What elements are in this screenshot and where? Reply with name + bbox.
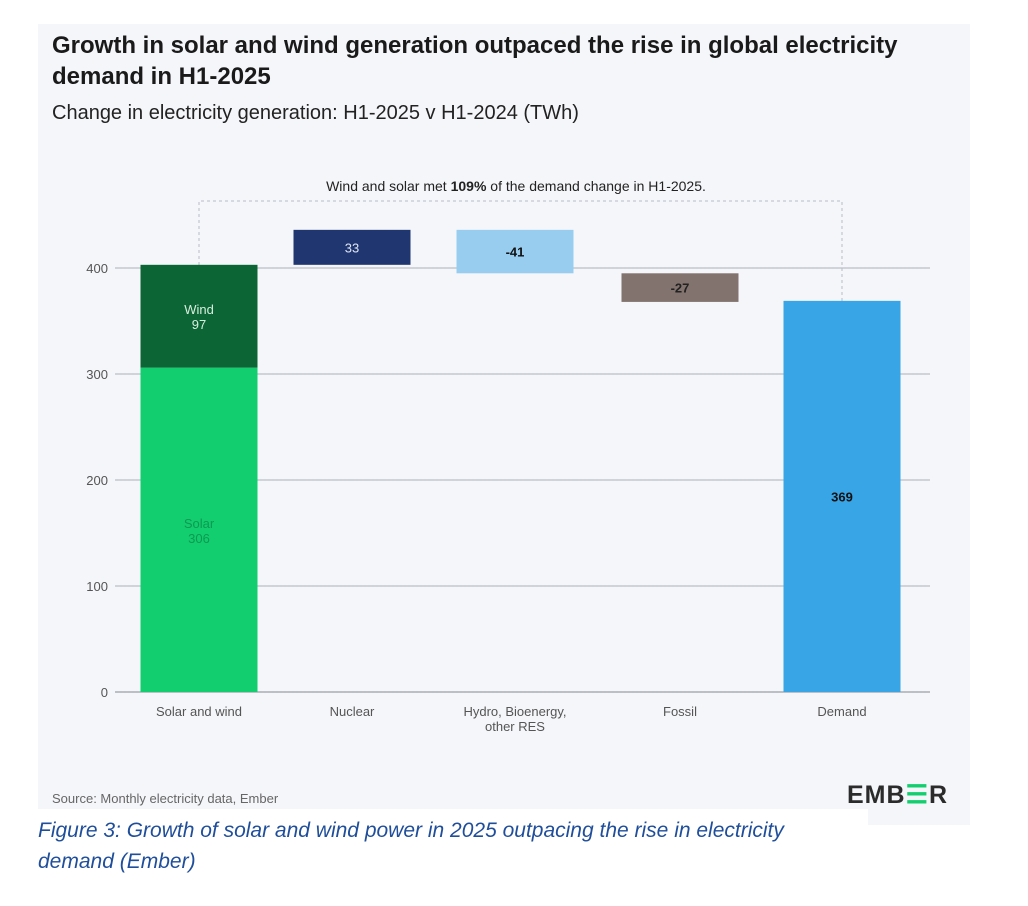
y-tick-label: 400 [86,261,108,276]
bar-value-label: 306 [188,531,210,546]
y-tick-label: 100 [86,579,108,594]
logo-background [868,770,970,825]
bar-label: Solar [184,516,215,531]
bar-value-label: 97 [192,317,206,332]
bar-fossil [621,273,739,302]
y-tick-label: 200 [86,473,108,488]
figure-caption: Figure 3: Growth of solar and wind power… [38,819,784,873]
x-tick-label: Demand [817,704,866,719]
x-tick-label: Fossil [663,704,697,719]
annotation: Wind and solar met 109% of the demand ch… [326,178,706,194]
x-tick-label: Solar and wind [156,704,242,719]
bar-wind [140,264,258,368]
chart-title: Growth in solar and wind generation outp… [52,32,898,90]
bar-nuclear [293,229,411,265]
bar-solar [140,367,258,692]
bar-demand [783,300,901,692]
x-tick-label: Hydro, Bioenergy, other RES [463,704,566,734]
bar-value-label: -27 [671,281,690,296]
source-note: Source: Monthly electricity data, Ember [52,791,279,806]
ember-logo: EMB☰R [847,781,949,809]
bar-hydro-bioenergy-other-res [456,229,574,274]
x-tick-label: Nuclear [330,704,375,719]
bar-value-label: 369 [831,489,853,504]
y-tick-label: 0 [101,685,108,700]
waterfall-chart: Wind and solar met 109% of the demand ch… [86,178,930,734]
chart-subtitle: Change in electricity generation: H1-202… [52,102,579,124]
bar-value-label: 33 [345,240,359,255]
annotation-connector [198,200,843,301]
bar-value-label: -41 [506,245,525,260]
bar-label: Wind [184,302,214,317]
y-tick-label: 300 [86,367,108,382]
